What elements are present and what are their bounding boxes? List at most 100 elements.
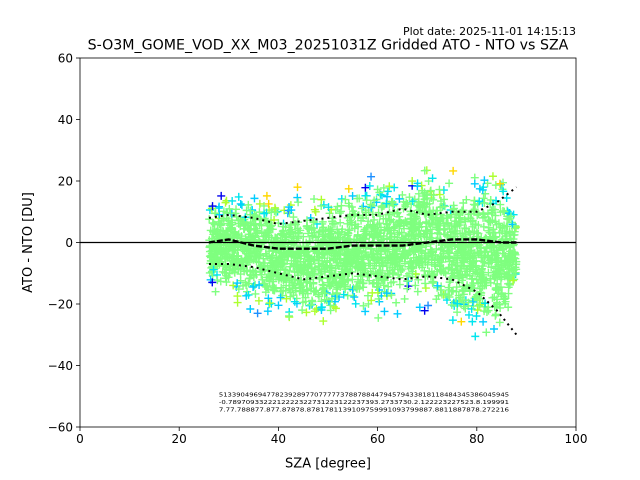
scatter-point xyxy=(222,227,231,236)
x-tick-label: 100 xyxy=(565,432,588,446)
scatter-point xyxy=(421,284,430,293)
scatter-point xyxy=(486,274,495,283)
scatter-point xyxy=(467,283,476,292)
scatter-point xyxy=(448,316,457,325)
scatter-point xyxy=(251,220,260,229)
scatter-point xyxy=(265,299,274,308)
scatter-point xyxy=(495,318,504,327)
scatter-point xyxy=(397,228,406,237)
scatter-point xyxy=(427,251,436,260)
scatter-point xyxy=(256,267,265,276)
scatter-point xyxy=(357,216,366,225)
x-axis-label: SZA [degree] xyxy=(285,457,371,472)
scatter-point xyxy=(216,246,225,255)
scatter-point xyxy=(247,271,256,280)
scatter-point xyxy=(422,219,431,228)
scatter-point xyxy=(498,263,507,272)
scatter-point xyxy=(368,288,377,297)
scatter-point xyxy=(509,276,518,285)
scatter-point xyxy=(227,256,236,265)
scatter-point xyxy=(395,217,404,226)
scatter-point xyxy=(395,280,404,289)
scatter-point xyxy=(351,299,360,308)
scatter-point xyxy=(221,254,230,263)
scatter-point xyxy=(420,306,429,315)
scatter-point xyxy=(314,292,323,301)
scatter-point xyxy=(249,266,258,275)
scatter-point xyxy=(445,179,454,188)
scatter-point xyxy=(290,267,299,276)
scatter-point xyxy=(209,265,218,274)
scatter-point xyxy=(495,179,504,188)
scatter-point xyxy=(337,201,346,210)
scatter-point xyxy=(357,258,366,267)
scatter-point xyxy=(269,269,278,278)
scatter-point xyxy=(465,271,474,280)
scatter-point xyxy=(415,203,424,212)
scatter-point xyxy=(217,191,226,200)
scatter-point xyxy=(474,279,483,288)
scatter-point xyxy=(414,232,423,241)
scatter-point xyxy=(233,279,242,288)
scatter-point xyxy=(344,184,353,193)
scatter-point xyxy=(459,239,468,248)
scatter-point xyxy=(469,302,478,311)
scatter-point xyxy=(429,215,438,224)
scatter-point xyxy=(353,264,362,273)
scatter-point xyxy=(408,267,417,276)
scatter-point xyxy=(216,230,225,239)
scatter-point xyxy=(244,279,253,288)
scatter-point xyxy=(494,289,503,298)
scatter-point xyxy=(510,275,519,284)
scatter-point xyxy=(385,182,394,191)
scatter-point xyxy=(255,208,264,217)
scatter-point xyxy=(483,209,492,218)
scatter-point xyxy=(298,298,307,307)
scatter-point xyxy=(284,252,293,261)
scatter-point xyxy=(510,224,519,233)
scatter-point xyxy=(508,220,517,229)
scatter-point xyxy=(460,224,469,233)
scatter-point xyxy=(488,172,497,181)
scatter-point xyxy=(374,278,383,287)
scatter-point xyxy=(260,229,269,238)
scatter-point xyxy=(472,228,481,237)
scatter-point xyxy=(299,232,308,241)
scatter-point xyxy=(314,265,323,274)
scatter-point xyxy=(445,224,454,233)
y-tick-label: 0 xyxy=(65,236,73,250)
scatter-point xyxy=(441,269,450,278)
scatter-point xyxy=(363,291,372,300)
scatter-point xyxy=(284,311,293,320)
scatter-point xyxy=(343,228,352,237)
scatter-point xyxy=(398,247,407,256)
scatter-point xyxy=(326,229,335,238)
scatter-point xyxy=(399,197,408,206)
x-tick-label: 40 xyxy=(271,432,286,446)
scatter-point xyxy=(329,251,338,260)
scatter-point xyxy=(504,289,513,298)
x-tick-label: 0 xyxy=(76,432,84,446)
scatter-point xyxy=(359,301,368,310)
scatter-point xyxy=(287,227,296,236)
scatter-point xyxy=(479,222,488,231)
scatter-point xyxy=(282,294,291,303)
scatter-point xyxy=(397,237,406,246)
scatter-point xyxy=(470,179,479,188)
scatter-point xyxy=(362,196,371,205)
scatter-point xyxy=(361,307,370,316)
scatter-point xyxy=(251,289,260,298)
scatter-point xyxy=(374,268,383,277)
scatter-point xyxy=(463,264,472,273)
scatter-point xyxy=(299,264,308,273)
scatter-point xyxy=(408,224,417,233)
scatter-point xyxy=(324,281,333,290)
scatter-point xyxy=(504,279,513,288)
scatter-point xyxy=(310,307,319,316)
scatter-point xyxy=(264,294,273,303)
scatter-point xyxy=(271,261,280,270)
scatter-point xyxy=(441,289,450,298)
scatter-points xyxy=(205,166,521,341)
scatter-point xyxy=(263,307,272,316)
scatter-point xyxy=(442,219,451,228)
